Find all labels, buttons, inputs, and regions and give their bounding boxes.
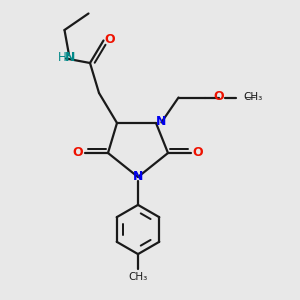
Text: —: — [244, 92, 256, 102]
Text: O: O [104, 33, 115, 46]
Text: O: O [73, 146, 83, 159]
Text: CH₃: CH₃ [128, 272, 148, 282]
Text: CH₃: CH₃ [243, 92, 262, 102]
Text: N: N [156, 115, 167, 128]
Text: O: O [193, 146, 203, 159]
Text: H: H [57, 51, 66, 64]
Text: N: N [64, 51, 75, 64]
Text: O: O [214, 90, 224, 103]
Text: N: N [133, 170, 143, 184]
